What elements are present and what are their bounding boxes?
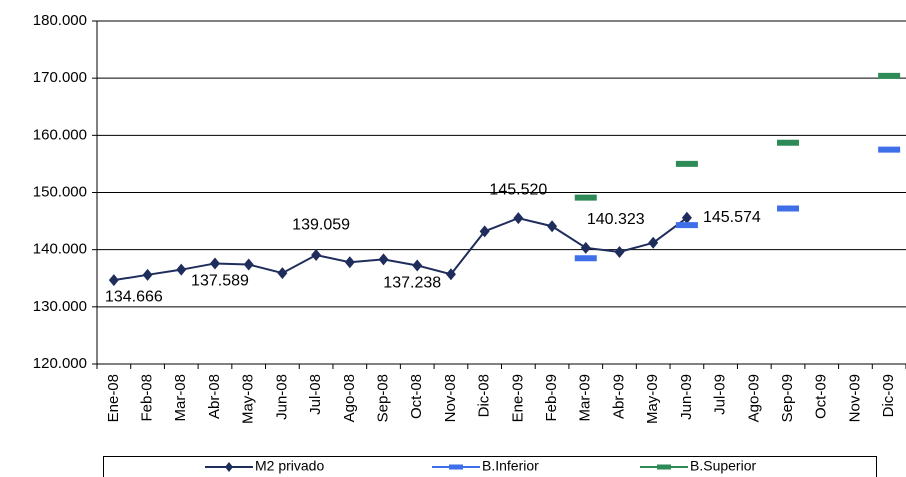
x-tick-label: Abr-09 bbox=[610, 374, 627, 419]
data-point bbox=[344, 256, 355, 269]
x-tick-label: Jun-09 bbox=[678, 374, 695, 420]
x-tick-label: Ene-09 bbox=[509, 374, 526, 422]
x-tick-label: Jul-09 bbox=[712, 374, 729, 415]
legend-box bbox=[103, 456, 877, 477]
data-point bbox=[378, 253, 389, 266]
data-point bbox=[580, 241, 591, 254]
y-tick-label: 130.000 bbox=[33, 298, 87, 315]
legend-label: B.Superior bbox=[690, 458, 756, 474]
x-tick-label: Mar-08 bbox=[172, 374, 189, 422]
x-tick-label: May-08 bbox=[240, 374, 257, 424]
x-tick-label: Oct-09 bbox=[813, 374, 830, 419]
data-label: 145.574 bbox=[703, 209, 761, 226]
data-point bbox=[648, 236, 659, 249]
data-line bbox=[113, 216, 688, 282]
data-point bbox=[277, 267, 288, 280]
x-tick-label: Jul-08 bbox=[307, 374, 324, 415]
data-point bbox=[513, 212, 524, 225]
x-tick-label: Ago-09 bbox=[745, 374, 762, 422]
data-point bbox=[142, 268, 153, 281]
y-tick-label: 160.000 bbox=[33, 126, 87, 143]
y-tick-label: 120.000 bbox=[33, 355, 87, 372]
x-tick-label: May-09 bbox=[644, 374, 661, 424]
x-tick-label: Feb-09 bbox=[543, 374, 560, 422]
y-tick-label: 180.000 bbox=[33, 12, 87, 29]
data-point bbox=[311, 249, 322, 262]
data-point bbox=[243, 258, 254, 271]
x-tick-label: Jun-08 bbox=[273, 374, 290, 420]
legend-marker bbox=[225, 462, 233, 472]
data-point bbox=[108, 274, 119, 287]
x-tick-label: Dic-08 bbox=[476, 374, 493, 417]
x-tick-label: Nov-09 bbox=[846, 374, 863, 422]
data-label: 137.589 bbox=[191, 273, 249, 290]
x-tick-label: Sep-08 bbox=[374, 374, 391, 422]
legend-label: M2 privado bbox=[255, 458, 324, 474]
data-label: 137.238 bbox=[383, 275, 441, 292]
data-point bbox=[547, 220, 558, 233]
data-point bbox=[445, 268, 456, 281]
y-tick-label: 170.000 bbox=[33, 69, 87, 86]
x-tick-label: Oct-08 bbox=[408, 374, 425, 419]
y-tick-label: 140.000 bbox=[33, 241, 87, 258]
data-label: 140.323 bbox=[587, 211, 645, 228]
data-label: 145.520 bbox=[489, 181, 547, 198]
data-label: 134.666 bbox=[105, 288, 163, 305]
y-tick-label: 150.000 bbox=[33, 183, 87, 200]
x-tick-label: Sep-09 bbox=[779, 374, 796, 422]
data-point bbox=[176, 263, 187, 276]
legend-label: B.Inferior bbox=[482, 458, 539, 474]
data-point bbox=[209, 257, 220, 270]
data-point bbox=[479, 225, 490, 238]
x-tick-label: Mar-09 bbox=[577, 374, 594, 422]
data-label: 139.059 bbox=[292, 216, 350, 233]
data-point bbox=[681, 211, 692, 224]
x-tick-label: Ene-08 bbox=[105, 374, 122, 422]
x-tick-label: Dic-09 bbox=[880, 374, 897, 417]
x-tick-label: Feb-08 bbox=[139, 374, 156, 422]
data-point bbox=[412, 259, 423, 272]
data-point bbox=[614, 245, 625, 258]
x-tick-label: Abr-08 bbox=[206, 374, 223, 419]
x-tick-label: Ago-08 bbox=[341, 374, 358, 422]
x-tick-label: Nov-08 bbox=[442, 374, 459, 422]
